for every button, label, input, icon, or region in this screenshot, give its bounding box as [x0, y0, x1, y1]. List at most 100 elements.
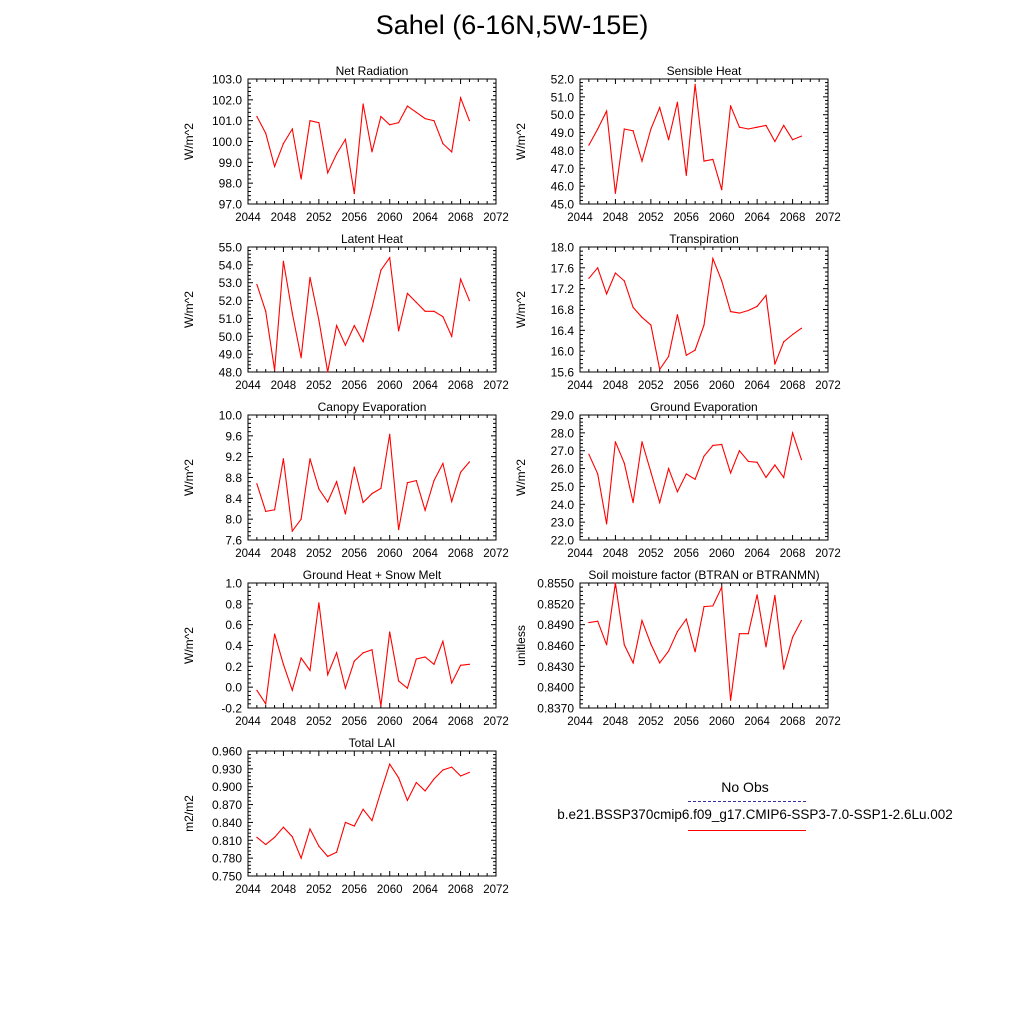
plot-frame	[579, 246, 829, 373]
data-point	[623, 128, 625, 130]
y-tick-label: 0.960	[212, 745, 242, 759]
series-line	[588, 256, 802, 371]
data-point	[738, 633, 741, 635]
series-line	[588, 582, 802, 701]
data-point	[703, 160, 705, 162]
data-point	[676, 631, 679, 633]
data-point	[397, 528, 400, 531]
y-tick-label: 55.0	[219, 241, 243, 255]
data-point	[468, 461, 471, 463]
data-point	[641, 441, 643, 443]
data-point	[774, 464, 776, 466]
x-tick-label: 2056	[341, 212, 367, 224]
data-point	[282, 826, 285, 828]
x-tick-label: 2064	[744, 380, 770, 392]
data-point	[765, 294, 767, 297]
data-point	[721, 189, 723, 191]
x-tick-label: 2056	[341, 548, 367, 560]
x-tick-label: 2044	[235, 716, 261, 728]
chart-panel-9: Total LAI m2/m2 2044 2048 2052 2056 2060 2064 20…	[182, 736, 509, 896]
data-point	[756, 305, 758, 307]
data-point	[389, 763, 391, 765]
x-tick-label: 2072	[483, 884, 509, 896]
data-point	[623, 644, 625, 646]
series-line	[256, 602, 470, 706]
y-tick-label: 0.8	[225, 597, 242, 611]
data-point	[318, 602, 320, 604]
y-tick-label: 0.900	[212, 780, 242, 794]
y-tick-label: 1.0	[225, 577, 242, 591]
data-point	[397, 680, 400, 682]
data-point	[756, 461, 758, 463]
data-point	[623, 280, 625, 282]
y-tick-label: 22.0	[551, 534, 575, 548]
data-point	[468, 771, 471, 774]
plot-frame	[579, 414, 829, 541]
y-tick-label: 0.6	[225, 618, 242, 632]
y-tick-label: 7.6	[225, 534, 242, 548]
data-point	[433, 663, 435, 665]
data-point	[327, 172, 329, 174]
y-tick-label: 97.0	[219, 198, 243, 212]
data-point	[371, 649, 373, 651]
y-tick-label: 53.0	[219, 276, 243, 290]
y-tick-label: 26.0	[551, 462, 575, 476]
plot-frame	[579, 78, 829, 205]
chart-title: Transpiration	[669, 232, 739, 246]
data-point	[362, 808, 364, 810]
data-point	[327, 371, 329, 373]
x-tick-label: 2064	[412, 380, 438, 392]
y-axis-label: W/m^2	[514, 459, 528, 496]
series-line	[256, 762, 470, 860]
x-tick-label: 2060	[709, 716, 735, 728]
y-tick-label: 0.930	[212, 762, 242, 776]
data-point	[685, 174, 687, 177]
y-tick-label: 0.4	[225, 639, 242, 653]
data-point	[406, 105, 409, 107]
y-tick-label: 16.0	[551, 345, 575, 359]
x-tick-label: 2060	[709, 380, 735, 392]
data-point	[667, 467, 670, 470]
y-tick-label: 51.0	[219, 312, 243, 326]
y-tick-label: 48.0	[551, 144, 575, 158]
y-tick-label: 10.0	[219, 409, 243, 423]
y-tick-label: 0.840	[212, 816, 242, 830]
data-point	[265, 510, 267, 512]
data-point	[676, 101, 679, 103]
data-point	[406, 292, 409, 295]
data-point	[451, 151, 453, 153]
data-point	[344, 821, 347, 824]
data-point	[703, 606, 705, 608]
series-line	[256, 434, 470, 533]
x-tick-label: 2044	[567, 380, 593, 392]
data-point	[327, 674, 329, 676]
x-tick-label: 2064	[744, 716, 770, 728]
data-point	[344, 344, 347, 346]
data-point	[442, 316, 444, 318]
data-point	[362, 341, 364, 343]
data-point	[459, 664, 462, 666]
data-point	[783, 124, 785, 127]
y-tick-label: 51.0	[551, 90, 575, 104]
data-point	[605, 523, 608, 525]
data-point	[291, 689, 293, 691]
chart-title: Latent Heat	[341, 232, 404, 246]
data-point	[650, 324, 652, 326]
data-point	[783, 668, 785, 670]
y-tick-label: 24.0	[551, 498, 575, 512]
data-point	[282, 663, 285, 665]
x-tick-label: 2056	[341, 716, 367, 728]
x-tick-label: 2044	[567, 212, 593, 224]
data-point	[588, 144, 590, 146]
y-tick-label: 0.8520	[537, 597, 574, 611]
x-tick-label: 2048	[271, 884, 297, 896]
x-tick-label: 2072	[483, 716, 509, 728]
data-point	[588, 621, 590, 624]
y-axis-label: W/m^2	[514, 123, 528, 160]
data-point	[389, 124, 391, 126]
data-point	[291, 836, 293, 838]
data-point	[650, 128, 652, 130]
data-point	[729, 310, 732, 313]
data-point	[335, 652, 338, 654]
data-point	[459, 278, 462, 280]
